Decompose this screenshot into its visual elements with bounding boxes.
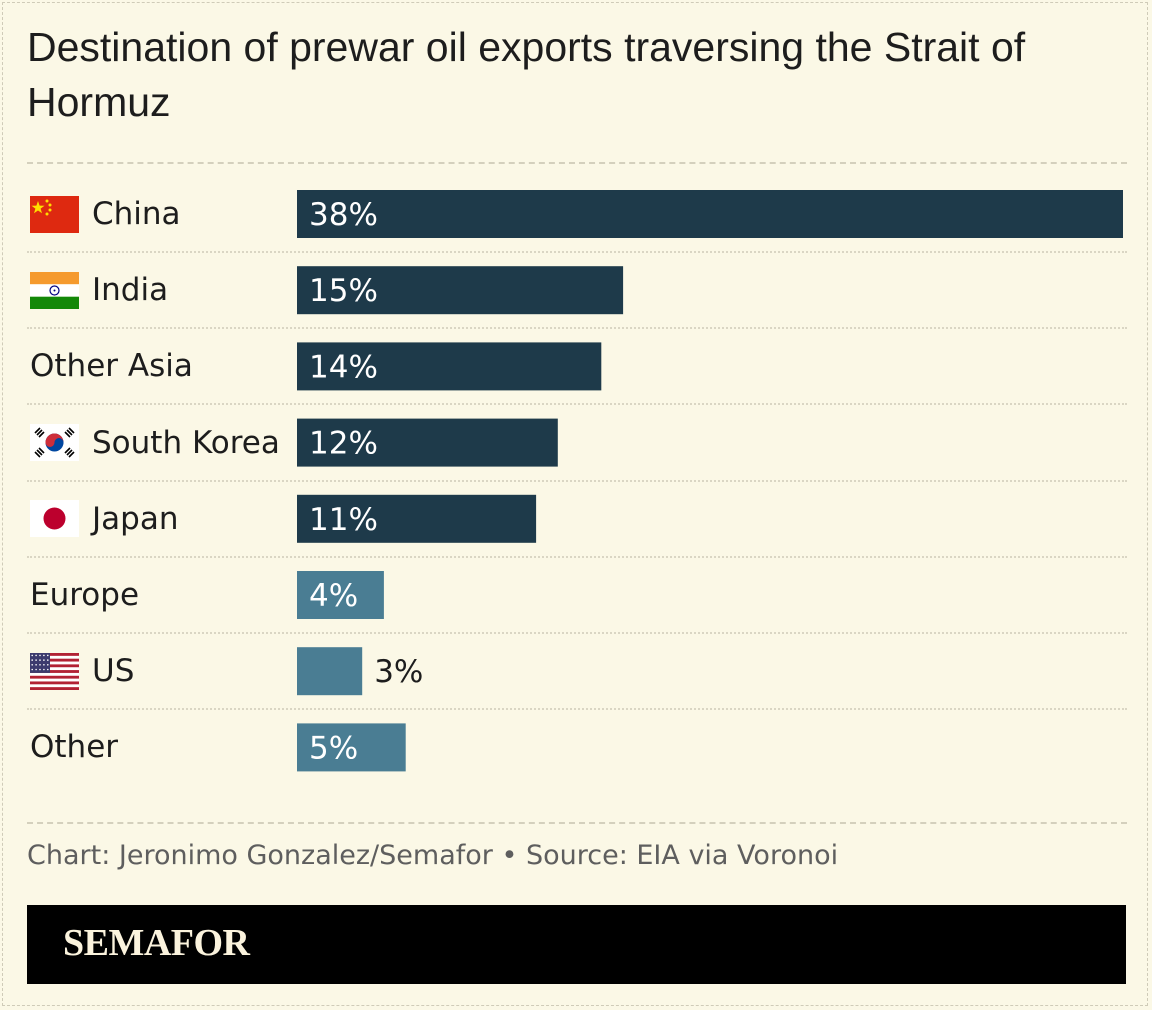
row-separator bbox=[27, 479, 1127, 482]
value-label: 3% bbox=[374, 654, 423, 690]
chart-title: Destination of prewar oil exports traver… bbox=[27, 24, 1026, 125]
bar-us bbox=[297, 647, 363, 696]
value-label: 15% bbox=[309, 273, 378, 309]
value-label: 5% bbox=[309, 730, 358, 766]
category-label-text: India bbox=[92, 272, 169, 309]
category-label: Europe bbox=[30, 571, 139, 619]
category-label-text: Other bbox=[30, 729, 119, 766]
source-credit: Chart: Jeronimo Gonzalez/Semafor • Sourc… bbox=[27, 840, 839, 871]
japan-flag-icon bbox=[30, 500, 79, 538]
category-label-text: China bbox=[92, 196, 181, 232]
bar-india bbox=[297, 266, 624, 315]
category-label: Japan bbox=[30, 495, 178, 543]
south-korea-flag-icon bbox=[30, 424, 79, 462]
value-label: 4% bbox=[309, 578, 358, 614]
row-separator bbox=[27, 555, 1127, 558]
bar-china bbox=[297, 190, 1123, 238]
category-label-text: South Korea bbox=[92, 424, 280, 461]
category-label: South Korea bbox=[30, 419, 280, 467]
brand-banner: SEMAFOR bbox=[27, 905, 1126, 984]
category-label-text: Japan bbox=[92, 500, 179, 537]
row-separator bbox=[27, 632, 1127, 634]
category-label: India bbox=[30, 266, 168, 314]
category-label: Other bbox=[30, 723, 118, 771]
value-label: 38% bbox=[309, 197, 378, 233]
category-label: Other Asia bbox=[30, 342, 193, 390]
row-separator bbox=[27, 251, 1127, 253]
bar-other-asia bbox=[297, 342, 602, 391]
row-separator bbox=[27, 708, 1127, 711]
value-label: 14% bbox=[309, 349, 378, 385]
value-label: 11% bbox=[309, 502, 378, 538]
bar-other bbox=[297, 723, 406, 772]
brand-logo: SEMAFOR bbox=[63, 922, 250, 964]
value-label: 12% bbox=[309, 426, 378, 462]
india-flag-icon bbox=[30, 271, 79, 309]
category-label-text: Other Asia bbox=[30, 348, 193, 385]
top-divider bbox=[27, 162, 1127, 164]
category-label: US bbox=[30, 647, 134, 695]
bottom-divider bbox=[27, 822, 1127, 824]
category-label-text: US bbox=[92, 653, 135, 690]
row-separator bbox=[27, 403, 1127, 406]
row-separator bbox=[27, 327, 1127, 330]
category-label-text: Europe bbox=[30, 577, 140, 613]
bar-europe bbox=[297, 571, 384, 619]
us-flag-icon bbox=[30, 652, 79, 690]
category-label: China bbox=[30, 190, 181, 238]
china-flag-icon bbox=[30, 195, 79, 233]
bar-japan bbox=[297, 494, 537, 543]
bar-south-korea bbox=[297, 418, 558, 467]
